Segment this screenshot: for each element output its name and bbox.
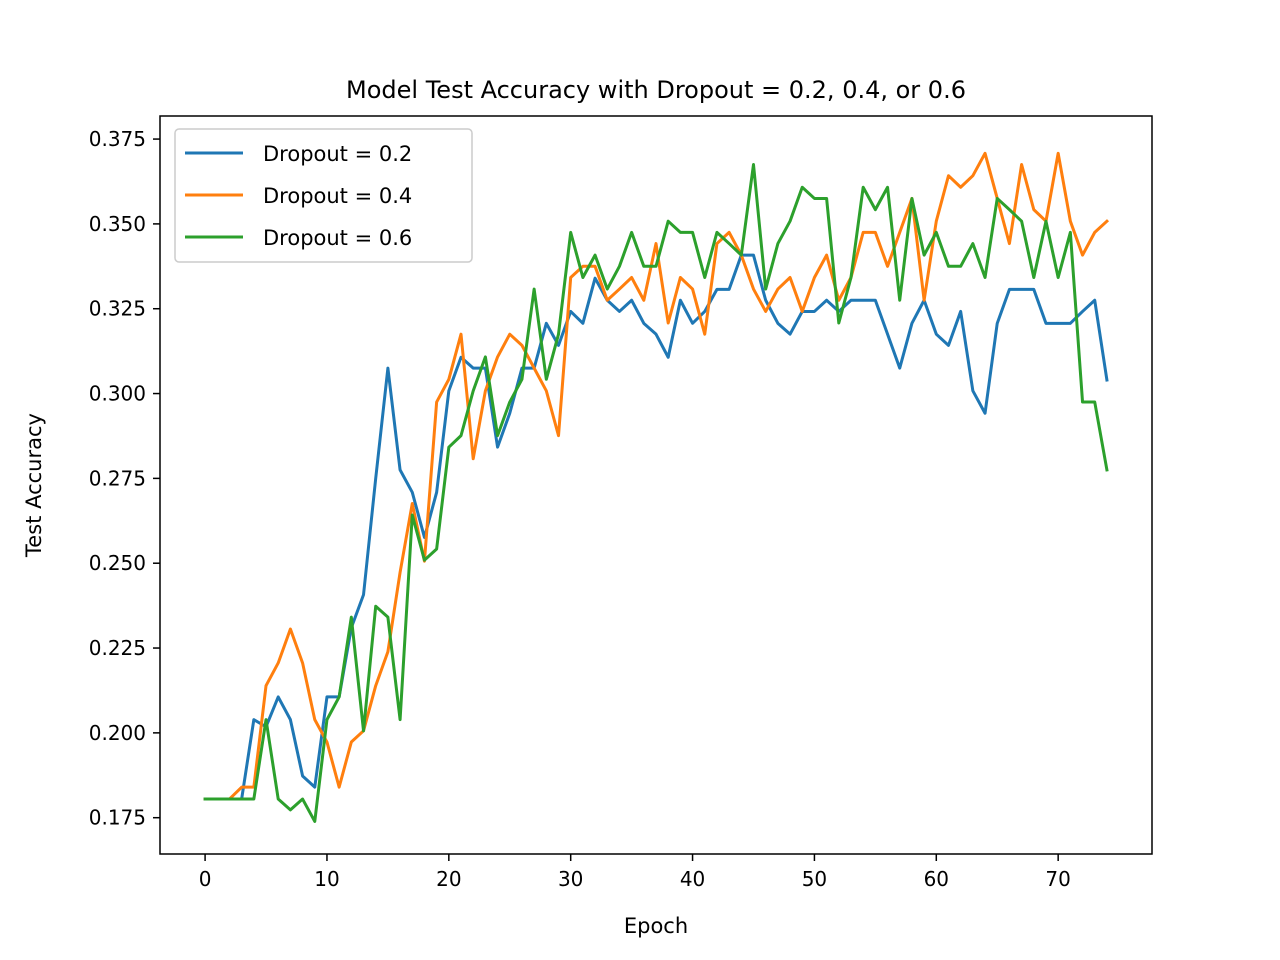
x-tick-label: 60 xyxy=(924,867,949,891)
series-line-2 xyxy=(203,151,1110,801)
y-tick-label: 0.200 xyxy=(89,721,146,745)
legend-box xyxy=(174,128,473,263)
y-axis-title: Test Accuracy xyxy=(22,413,46,558)
x-tick-label: 50 xyxy=(802,867,827,891)
axes-ticks: 0 10 20 30 40 50 60 70 0.175 0.200 0.225 0.250 0.275… xyxy=(89,127,1071,891)
y-tick-label: 0.175 xyxy=(89,806,146,830)
series-line-3 xyxy=(203,163,1109,823)
plot-content xyxy=(203,151,1110,823)
x-tick-label: 70 xyxy=(1045,867,1070,891)
x-axis-title: Epoch xyxy=(624,914,688,938)
legend-items: Dropout = 0.2 Dropout = 0.4 Dropout = 0.6 xyxy=(185,142,412,250)
chart-title: Model Test Accuracy with Dropout = 0.2, … xyxy=(346,76,966,104)
legend-label: Dropout = 0.6 xyxy=(263,226,412,250)
y-tick-label: 0.300 xyxy=(89,382,146,406)
y-tick-label: 0.225 xyxy=(89,636,146,660)
x-tick-label: 0 xyxy=(199,867,212,891)
plot-frame xyxy=(159,115,1153,855)
y-tick-label: 0.350 xyxy=(89,212,146,236)
x-tick-label: 30 xyxy=(558,867,583,891)
y-tick-label: 0.275 xyxy=(89,466,146,490)
legend: Dropout = 0.2 Dropout = 0.4 Dropout = 0.6 xyxy=(174,128,473,263)
x-tick-label: 40 xyxy=(680,867,705,891)
y-tick-label: 0.375 xyxy=(89,127,146,151)
legend-label: Dropout = 0.4 xyxy=(263,184,412,208)
legend-label: Dropout = 0.2 xyxy=(263,142,412,166)
x-tick-label: 20 xyxy=(436,867,461,891)
x-tick-label: 10 xyxy=(314,867,339,891)
y-tick-label: 0.325 xyxy=(89,297,146,321)
y-tick-label: 0.250 xyxy=(89,551,146,575)
series-line-1 xyxy=(203,253,1109,801)
